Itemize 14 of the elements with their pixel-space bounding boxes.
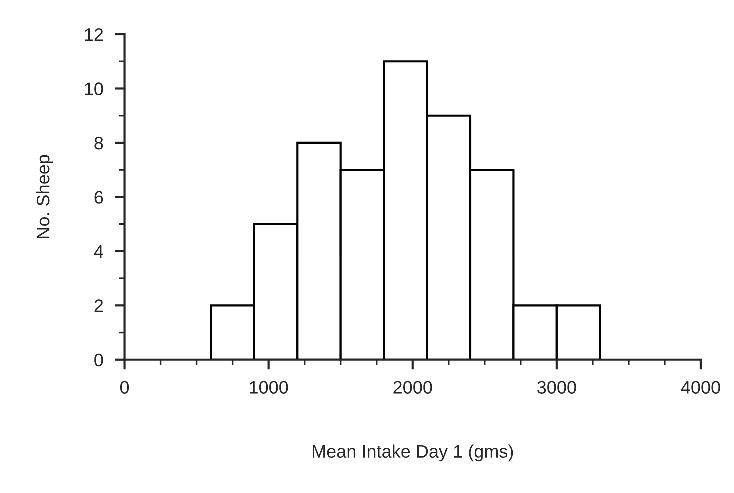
x-tick-label: 2000 [394,381,432,394]
y-axis-title: No. Sheep [36,155,54,238]
x-tick-label: 4000 [681,381,720,394]
y-tick-label: 4 [94,246,104,258]
y-tick-label: 8 [94,136,104,150]
x-tick-label: 1000 [250,381,288,394]
x-tick-label: 3000 [538,381,576,394]
y-tick-label: 12 [85,28,104,42]
y-tick-label: 0 [94,354,104,367]
x-tick-label: 0 [120,381,130,394]
y-tick-label: 2 [94,300,104,312]
y-tick-label: 6 [94,191,104,204]
x-axis-title: Mean Intake Day 1 (gms) [313,444,514,462]
y-tick-label: 10 [85,82,104,96]
